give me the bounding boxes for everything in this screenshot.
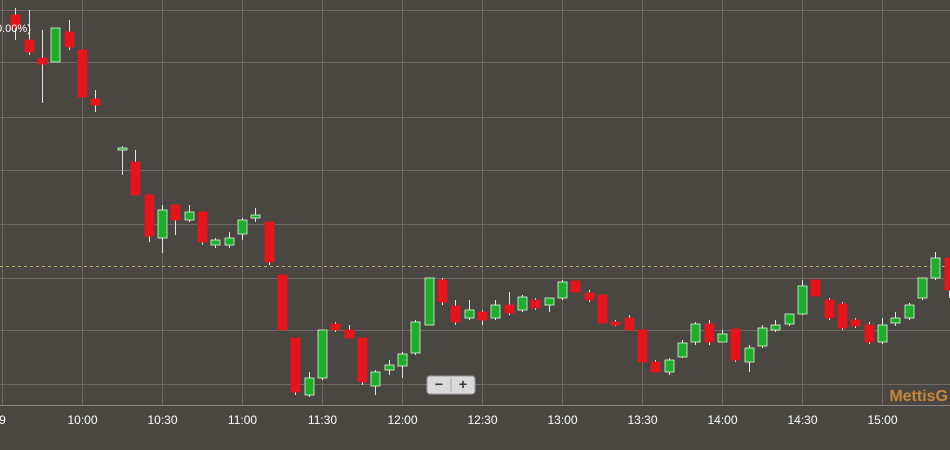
candle-body	[37, 57, 48, 65]
candle-body	[197, 211, 208, 243]
watermark: MettisG	[889, 388, 948, 405]
candle-body	[144, 194, 155, 237]
candle-body	[250, 214, 261, 219]
x-tick-label: 14:00	[707, 413, 737, 427]
x-tick-label: 12:30	[467, 413, 497, 427]
candle-body	[184, 211, 195, 221]
candle-body	[784, 313, 795, 325]
candle-body	[517, 296, 528, 311]
candle-body	[504, 304, 515, 314]
zoom-in-button[interactable]: +	[459, 376, 467, 392]
candle-body	[704, 323, 715, 343]
candle-body	[530, 299, 541, 309]
candle-body	[650, 361, 661, 373]
candle-body	[384, 364, 395, 371]
x-tick-label: 13:00	[547, 413, 577, 427]
candle-body	[757, 327, 768, 347]
candle-body	[450, 305, 461, 323]
annotation: 0.00%)	[0, 23, 31, 35]
candle-body	[810, 279, 821, 297]
candle-body	[10, 14, 21, 29]
candle-body	[224, 237, 235, 246]
candle-body	[344, 329, 355, 339]
candle-body	[424, 277, 435, 326]
candle-body	[610, 321, 621, 326]
candle-body	[744, 347, 755, 363]
candle-body	[570, 280, 581, 293]
candle-body	[730, 328, 741, 361]
candle-body	[477, 311, 488, 321]
candle-body	[904, 304, 915, 319]
candle-body	[357, 337, 368, 383]
candle-body	[597, 294, 608, 324]
candle-body	[437, 279, 448, 303]
candle-body	[877, 324, 888, 343]
x-tick-label: 14:30	[787, 413, 817, 427]
candle-body	[717, 333, 728, 343]
x-tick-label: 11:00	[228, 413, 257, 427]
candle-body	[117, 147, 128, 151]
candle-body	[664, 359, 675, 373]
candle-body	[490, 304, 501, 319]
candle-body	[864, 324, 875, 343]
candle-body	[624, 317, 635, 331]
candle-body	[90, 98, 101, 106]
candle-body	[677, 342, 688, 358]
candle-body	[130, 161, 141, 196]
candle-body	[397, 353, 408, 367]
candle-body	[637, 329, 648, 363]
zoom-out-button[interactable]: −	[435, 376, 443, 392]
x-tick-label: 9	[0, 413, 6, 427]
candle-body	[890, 317, 901, 324]
candle-body	[264, 221, 275, 263]
candle-body	[330, 323, 341, 331]
candle-body	[210, 239, 221, 246]
zoom-controls: − +	[426, 375, 476, 395]
x-tick-label: 11:30	[308, 413, 337, 427]
candle-body	[797, 285, 808, 315]
candle-body	[24, 39, 35, 53]
candle-body	[290, 337, 301, 393]
candle-body	[237, 219, 248, 235]
candle-body	[930, 257, 941, 279]
candle-body	[304, 377, 315, 396]
candle-body	[277, 274, 288, 331]
x-tick-label: 10:30	[147, 413, 177, 427]
candle-body	[464, 309, 475, 319]
candle-body	[690, 323, 701, 343]
candle-body	[837, 303, 848, 329]
x-tick-label: 15:00	[867, 413, 897, 427]
candle-body	[64, 31, 75, 48]
candle-body	[917, 277, 928, 299]
x-tick-label: 12:00	[387, 413, 417, 427]
candle-body	[824, 299, 835, 319]
candle-body	[544, 297, 555, 306]
candle-body	[410, 321, 421, 354]
candle-body	[850, 319, 861, 327]
candle-body	[370, 371, 381, 387]
candle-body	[77, 49, 88, 98]
candle-body	[50, 27, 61, 63]
candle-body	[944, 257, 950, 291]
candle-body	[770, 324, 781, 331]
candle-body	[557, 281, 568, 299]
candle-body	[584, 292, 595, 301]
x-tick-label: 13:30	[627, 413, 657, 427]
candle-body	[317, 329, 328, 379]
candles	[10, 8, 950, 397]
x-axis: 9 10:00 10:30 11:00 11:30 12:00 12:30 13:00 13:3…	[0, 413, 898, 427]
candle-body	[157, 209, 168, 239]
x-tick-label: 10:00	[67, 413, 97, 427]
candle-body	[170, 204, 181, 221]
